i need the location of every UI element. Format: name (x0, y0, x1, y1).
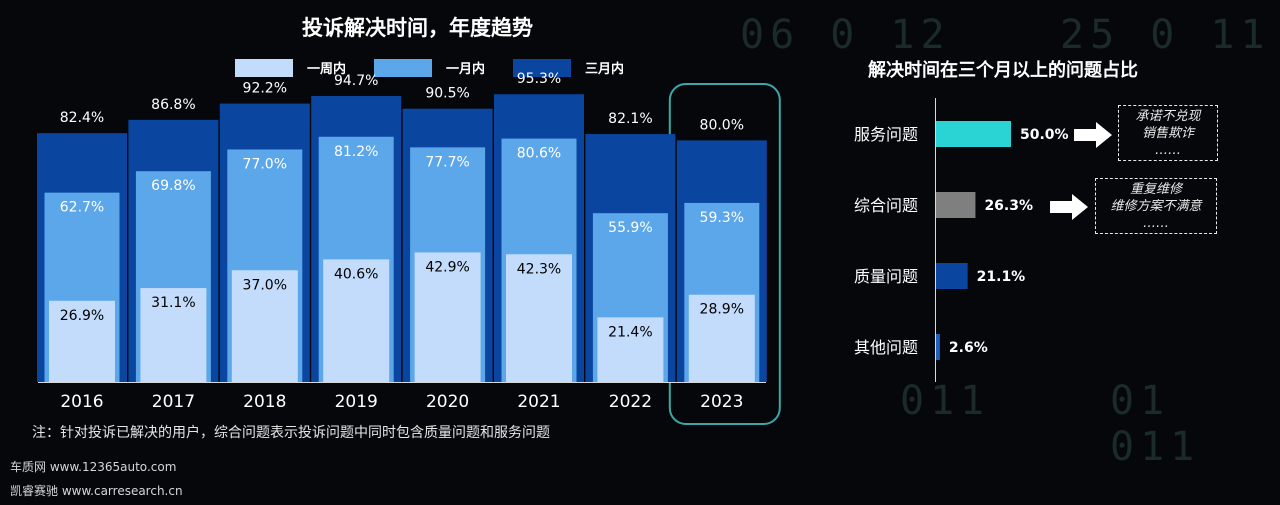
bar-week (323, 259, 390, 382)
x-tick-label: 2018 (243, 392, 286, 412)
legend-item-month: 一月内 (374, 58, 485, 77)
data-label: 95.3% (517, 71, 561, 87)
footnote: 注：针对投诉已解决的用户，综合问题表示投诉问题中同时包含质量问题和服务问题 (32, 425, 550, 441)
data-label: 80.6% (517, 146, 561, 162)
data-label: 77.0% (243, 156, 287, 172)
data-label: 69.8% (151, 178, 195, 194)
legend-swatch-three-months (513, 58, 572, 77)
bar-horizontal (936, 334, 940, 360)
data-label: 82.4% (60, 110, 104, 126)
x-tick-label: 2016 (60, 392, 103, 412)
bar-week (49, 300, 115, 382)
source-line: 凯睿赛驰 www.carresearch.cn (10, 484, 183, 498)
x-tick-label: 2020 (426, 392, 469, 412)
arrow-right-icon (1050, 194, 1088, 220)
data-label: 55.9% (608, 220, 652, 236)
bar-week (688, 294, 755, 382)
source-line: 车质网 www.12365auto.com (10, 460, 177, 474)
legend-item-three-months: 三月内 (513, 58, 624, 77)
bar-horizontal (936, 192, 976, 218)
legend-label-month: 一月内 (446, 62, 486, 77)
bar-week (414, 252, 481, 382)
data-label: 42.3% (517, 261, 561, 277)
data-label: 90.5% (425, 86, 469, 102)
data-label: 86.8% (151, 97, 195, 113)
x-tick-label: 2021 (517, 392, 560, 412)
category-label: 服务问题 (854, 125, 918, 144)
legend-label-week: 一周内 (307, 62, 347, 77)
data-label: 37.0% (243, 277, 287, 293)
bar-horizontal (936, 121, 1011, 147)
callout-combined: 重复维修 维修方案不满意 …… (1095, 178, 1217, 234)
data-label: 21.4% (608, 324, 652, 340)
data-label: 31.1% (151, 295, 195, 311)
legend-label-three-months: 三月内 (585, 62, 625, 77)
legend-swatch-month (374, 58, 433, 77)
data-label: 28.9% (700, 302, 744, 318)
callout-combined-line: 重复维修 (1129, 182, 1182, 197)
legend: 一周内 一月内 三月内 (235, 58, 652, 77)
bar-week (140, 288, 207, 382)
bar-week (231, 270, 298, 382)
data-label: 26.3% (984, 198, 1033, 214)
data-label: 92.2% (243, 81, 287, 97)
arrow-right-icon (1074, 122, 1112, 148)
callout-combined-line: …… (1143, 216, 1169, 231)
category-label: 综合问题 (854, 196, 918, 215)
data-label: 81.2% (334, 144, 378, 160)
bar-week (506, 254, 572, 382)
right-chart-title: 解决时间在三个月以上的问题占比 (868, 60, 1138, 81)
data-label: 2.6% (949, 340, 988, 356)
callout-service-line: …… (1155, 143, 1181, 158)
bar-week (597, 317, 664, 382)
x-tick-label: 2017 (152, 392, 195, 412)
data-label: 80.0% (700, 117, 744, 133)
data-label: 40.6% (334, 266, 378, 282)
callout-service-line: 销售欺诈 (1141, 126, 1194, 141)
legend-item-week: 一周内 (235, 58, 346, 77)
legend-swatch-week (235, 58, 293, 77)
left-chart-title: 投诉解决时间，年度趋势 (302, 16, 533, 40)
x-tick-label: 2022 (609, 392, 652, 412)
data-label: 42.9% (425, 259, 469, 275)
x-tick-label: 2019 (335, 392, 378, 412)
data-label: 59.3% (700, 210, 744, 226)
data-label: 21.1% (977, 269, 1026, 285)
data-label: 77.7% (425, 154, 469, 170)
category-label: 其他问题 (854, 338, 918, 357)
callout-combined-line: 维修方案不满意 (1110, 199, 1202, 214)
category-label: 质量问题 (854, 267, 918, 286)
data-label: 82.1% (608, 111, 652, 127)
data-label: 94.7% (334, 73, 378, 89)
data-label: 62.7% (60, 200, 104, 216)
callout-service-line: 承诺不兑现 (1135, 109, 1201, 124)
data-label: 26.9% (60, 308, 104, 324)
data-label: 50.0% (1020, 127, 1069, 143)
bar-horizontal (936, 263, 968, 289)
callout-service: 承诺不兑现 销售欺诈 …… (1118, 105, 1218, 161)
x-tick-label: 2023 (700, 392, 743, 412)
